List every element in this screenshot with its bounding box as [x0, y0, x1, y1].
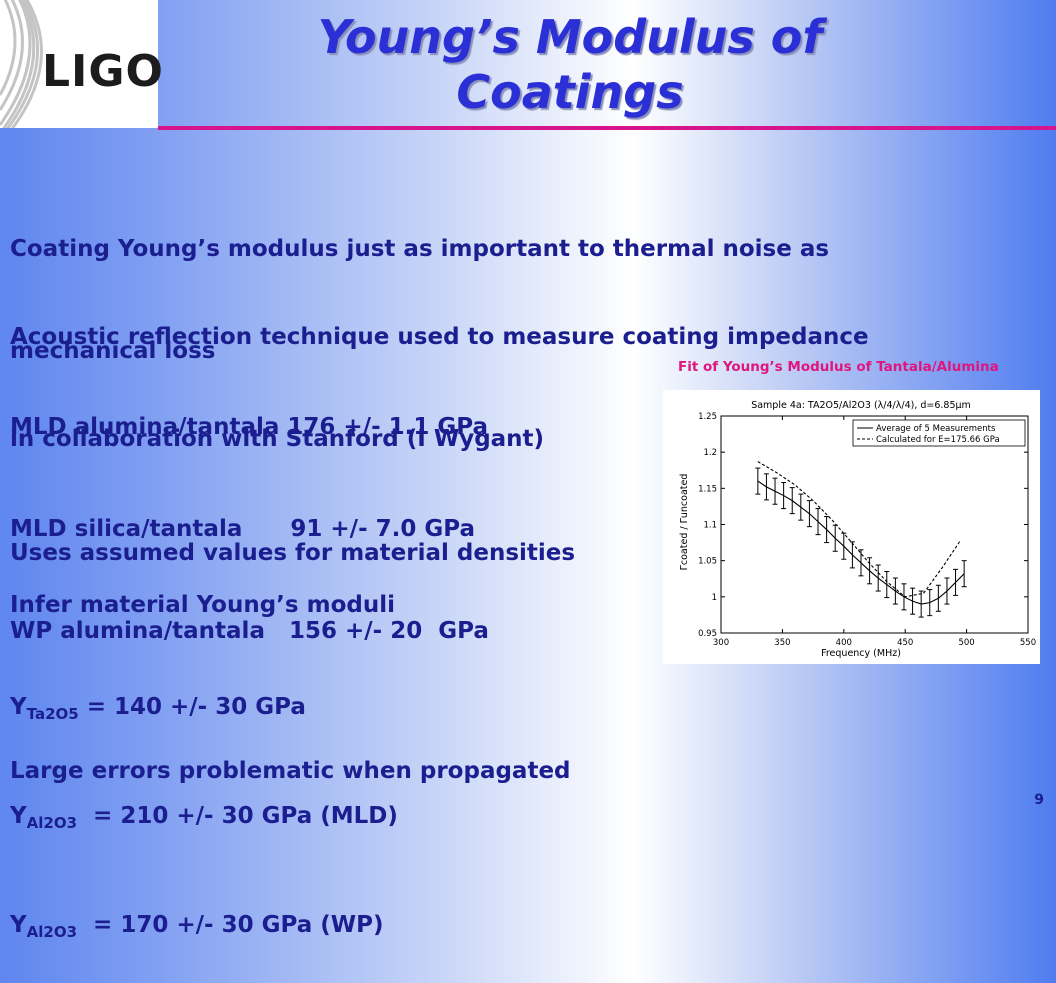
x-tick-label: 500: [958, 638, 974, 648]
chart-svg: Sample 4a: TA2O5/Al2O3 (λ/4/λ/4), d=6.85…: [679, 400, 1036, 659]
x-tick-label: 450: [897, 638, 913, 648]
page-number: 9: [1034, 792, 1044, 808]
y-tick-label: 1.2: [703, 448, 717, 458]
title-divider: [158, 126, 1056, 130]
text-line: Acoustic reflection technique used to me…: [10, 324, 869, 350]
x-tick-label: 350: [774, 638, 790, 648]
text-line: in collaboration with Stanford (I Wygant…: [10, 426, 545, 452]
text-line: Large errors problematic when propagated: [10, 758, 571, 784]
series-line-measured: [757, 480, 965, 605]
page-title: Young’s Modulus of Coatings: [190, 10, 950, 120]
text-line: WP alumina/tantala 156 +/- 20 GPa: [10, 618, 489, 644]
y-ta2o5-line: YTa2O5 = 140 +/- 30 GPa: [10, 694, 306, 723]
text-line: Uses assumed values for material densiti…: [10, 540, 576, 566]
text-line: Infer material Young’s moduli: [10, 592, 395, 618]
x-tick-label: 300: [713, 638, 729, 648]
bullet-acoustic-technique: Acoustic reflection technique used to me…: [10, 252, 869, 490]
y-tick-label: 1.1: [703, 521, 717, 531]
text-line: mechanical loss: [10, 338, 216, 364]
chart-title: Sample 4a: TA2O5/Al2O3 (λ/4/λ/4), d=6.85…: [751, 400, 971, 411]
bullet-youngs-modulus: Coating Young’s modulus just as importan…: [10, 164, 829, 402]
figure-caption: Fit of Young’s Modulus of Tantala/Alumin…: [678, 359, 999, 375]
legend-box: [852, 419, 1026, 447]
series-line-calculated: [757, 461, 961, 598]
bullet-measurements: MLD alumina/tantala 176 +/- 1.1 GPa MLD …: [10, 342, 489, 682]
text-line: MLD alumina/tantala 176 +/- 1.1 GPa: [10, 414, 489, 440]
title-line-1: Young’s Modulus of: [317, 10, 823, 64]
text-line: MLD silica/tantala 91 +/- 7.0 GPa: [10, 516, 476, 542]
bullet-densities: Uses assumed values for material densiti…: [10, 468, 575, 604]
x-axis-label: Frequency (MHz): [821, 648, 901, 659]
logo-area: LIGO: [0, 0, 163, 128]
bullet-large-errors: Large errors problematic when propagated: [10, 686, 571, 822]
legend-label: Average of 5 Measurements: [876, 424, 996, 434]
plot-frame: [720, 415, 1029, 634]
y-al2o3-wp-line: YAl2O3 = 170 +/- 30 GPa (WP): [10, 912, 384, 941]
y-tick-label: 0.95: [698, 629, 717, 639]
legend-label: Calculated for E=175.66 GPa: [876, 435, 1000, 445]
ligo-arcs-icon: [0, 0, 43, 128]
y-tick-label: 1.05: [698, 557, 717, 567]
y-axis-label: Γcoated / Γuncoated: [679, 474, 690, 571]
y-tick-label: 1: [712, 593, 717, 603]
x-tick-label: 400: [836, 638, 852, 648]
title-line-2: Coatings: [456, 65, 684, 119]
text-line: Coating Young’s modulus just as importan…: [10, 236, 830, 262]
y-tick-label: 1.25: [698, 412, 717, 422]
x-tick-label: 550: [1020, 638, 1036, 648]
logo-text: LIGO: [42, 46, 164, 97]
y-tick-label: 1.15: [698, 484, 717, 494]
chart-figure: Sample 4a: TA2O5/Al2O3 (λ/4/λ/4), d=6.85…: [663, 390, 1040, 664]
